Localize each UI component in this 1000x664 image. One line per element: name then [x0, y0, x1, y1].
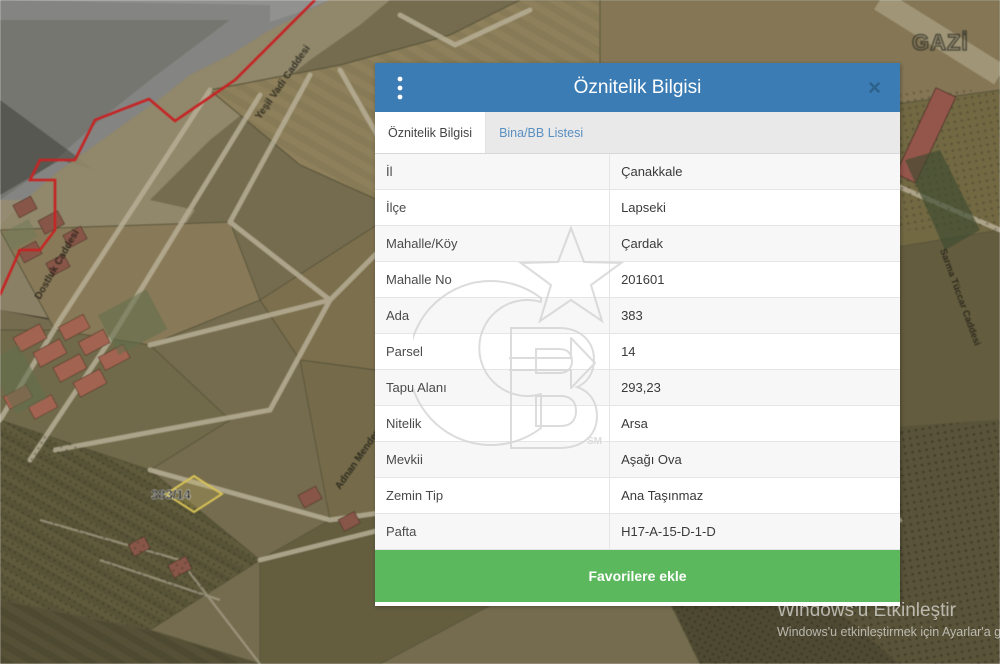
svg-text:GAZİ: GAZİ	[912, 30, 969, 55]
